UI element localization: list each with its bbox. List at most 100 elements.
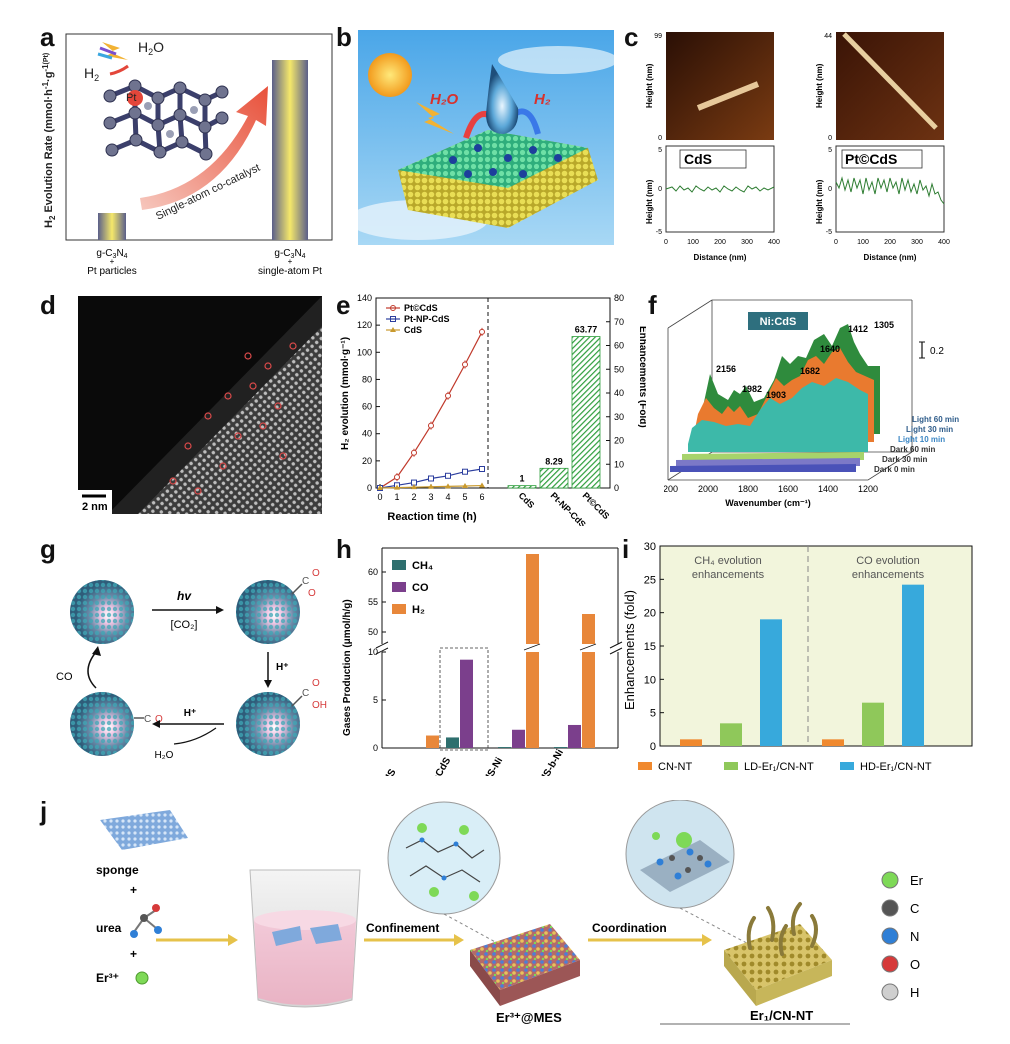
b-h2o-label: H₂O xyxy=(430,91,459,108)
e-point xyxy=(394,484,400,490)
profile-line-cds xyxy=(665,185,775,193)
sponge-image xyxy=(100,810,188,850)
bar2-label: g-C3N4 xyxy=(274,248,305,260)
f-peak-label: 1640 xyxy=(820,344,840,354)
f-peak-label: 1903 xyxy=(766,390,786,400)
beaker-image xyxy=(249,869,361,1008)
i-legend: CN-NT LD-Er₁/CN-NT HD-Er₁/CN-NT xyxy=(638,761,932,773)
j-urea-label: urea xyxy=(96,921,122,935)
e-point xyxy=(462,468,468,475)
g-h2o-label: H₂O xyxy=(155,750,174,761)
nanoparticle-3: C O OH xyxy=(236,678,327,756)
i-section-right-1: CO evolution xyxy=(856,555,920,567)
e-xtick: 6 xyxy=(479,492,484,502)
g-co2-label: [CO₂] xyxy=(171,619,198,631)
c-left-xtick: 400 xyxy=(768,239,780,246)
ptcds-nanorod xyxy=(842,32,938,130)
svg-text:C: C xyxy=(302,688,309,699)
e-xtick: 5 xyxy=(462,492,467,502)
c-left-max: 99 xyxy=(654,33,662,40)
er-ion-icon xyxy=(135,971,149,985)
f-legend-label: Dark 60 min xyxy=(890,445,935,454)
e-legend-label: Pt©CdS xyxy=(404,303,438,313)
j-er-label: Er³⁺ xyxy=(96,971,119,985)
panel-letter-f: f xyxy=(648,290,657,320)
e-bar-value: 8.29 xyxy=(545,456,563,466)
panel-a: H2 Evolution Rate (mmol·h-1·g-1(Pt) Pt xyxy=(41,33,333,277)
j-coordination-label: Coordination xyxy=(592,921,667,935)
g-hv-label: hv xyxy=(177,589,192,603)
c-right-max: 44 xyxy=(824,33,832,40)
e-bar-category: Pt©CdS xyxy=(581,490,612,521)
e-point xyxy=(479,482,485,488)
panel-g: C O O C O OH C O hv [CO₂] H⁺ H⁺ H₂O CO xyxy=(56,568,327,761)
h-bar xyxy=(446,737,459,748)
er-mes-block xyxy=(470,924,580,990)
j-legend-label: C xyxy=(910,901,919,916)
panel-letter-a: a xyxy=(40,22,55,52)
f-peak-label: 1412 xyxy=(848,324,868,334)
c-left-xlabel: Distance (nm) xyxy=(694,253,747,262)
e-ylabel-right: Enhancements (Fold) xyxy=(637,326,646,428)
j-plus-2: + xyxy=(130,947,137,961)
c-left-height-label-2: Height (nm) xyxy=(645,179,654,224)
sun-icon xyxy=(368,53,412,97)
bar1-plus: + xyxy=(110,257,115,266)
panel-b: H₂O H₂ xyxy=(358,30,614,245)
e-xlabel: Reaction time (h) xyxy=(387,511,477,523)
legend-atom-icon xyxy=(881,983,899,1001)
f-label-text: Ni:CdS xyxy=(760,316,797,328)
e-ytick-left: 40 xyxy=(362,429,372,439)
h2-label: H2 xyxy=(84,65,99,83)
c-right-height-label: Height (nm) xyxy=(815,63,824,108)
j-legend-label: H xyxy=(910,985,919,1000)
panel-h: Gases Production (μmol/h/g) 0 5 10 50 55 60 C… xyxy=(342,547,624,776)
e-point xyxy=(445,392,451,399)
e-ytick-right: 20 xyxy=(614,436,624,446)
f-legend-label: Dark 0 min xyxy=(874,465,915,474)
panel-letter-d: d xyxy=(40,290,56,320)
c-left-min: 0 xyxy=(658,135,662,142)
e-bar-category: CdS xyxy=(517,490,537,510)
panel-d: 2 nm xyxy=(78,296,322,514)
b-h2-label: H₂ xyxy=(534,91,551,108)
bar2-line3: single-atom Pt xyxy=(258,266,322,277)
e-ytick-right: 80 xyxy=(614,293,624,303)
bar-single-atom-pt xyxy=(272,60,308,240)
bar-pt-particles xyxy=(98,213,126,240)
h-ylabel: Gases Production (μmol/h/g) xyxy=(342,599,353,736)
panel-e: H₂ evolution (mmol·g⁻¹) Enhancements (Fo… xyxy=(340,293,646,526)
svg-text:C: C xyxy=(144,714,151,725)
c-left-ytick: 0 xyxy=(658,186,662,193)
e-point xyxy=(411,484,417,490)
f-peak-label: 1305 xyxy=(874,320,894,330)
i-bar xyxy=(680,739,702,746)
light-bolt-icon xyxy=(97,42,128,60)
spectrum-dark-60 xyxy=(682,452,864,460)
f-peak-label: 1682 xyxy=(800,366,820,376)
i-ylabel: Enhancements (fold) xyxy=(622,590,637,710)
f-xtick: 2000 xyxy=(698,484,718,494)
e-ytick-left: 120 xyxy=(357,320,372,330)
c-right-ytick: 0 xyxy=(828,186,832,193)
e-ytick-left: 60 xyxy=(362,402,372,412)
h-bar xyxy=(460,659,473,748)
i-ytick: 0 xyxy=(650,741,656,753)
single-atom-markers xyxy=(169,342,297,495)
h-legend: CH₄ CO H₂ xyxy=(392,560,433,616)
e-ytick-left: 0 xyxy=(367,483,372,493)
spectrum-light-10 xyxy=(688,378,868,452)
e-point xyxy=(462,482,468,488)
j-legend-label: Er xyxy=(910,873,924,888)
f-xtick: 1800 xyxy=(738,484,758,494)
g-c3n4-structure: Pt xyxy=(103,79,229,161)
h-bar xyxy=(554,747,567,748)
pt-label: Pt xyxy=(126,92,136,104)
water-drop xyxy=(486,64,519,134)
profile-line-ptcds xyxy=(835,176,945,205)
e-point xyxy=(445,472,451,479)
i-ytick: 30 xyxy=(644,541,656,553)
c-right-min: 0 xyxy=(828,135,832,142)
e-ytick-left: 80 xyxy=(362,374,372,384)
